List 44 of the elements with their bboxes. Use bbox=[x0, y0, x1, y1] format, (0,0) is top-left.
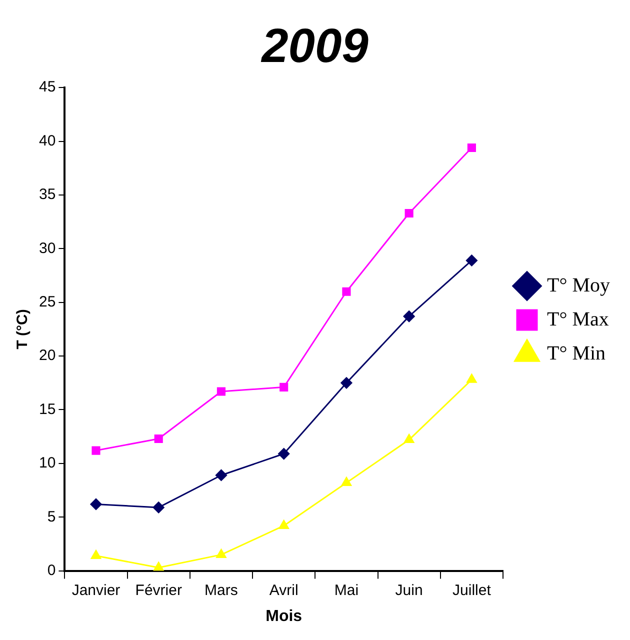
point bbox=[278, 520, 289, 529]
legend-label: T° Min bbox=[547, 342, 606, 364]
y-tick-label: 10 bbox=[38, 454, 56, 472]
x-tick-label: Juin bbox=[395, 582, 423, 599]
point bbox=[466, 254, 478, 266]
x-axis-title: Mois bbox=[266, 608, 302, 625]
point bbox=[215, 469, 227, 481]
point bbox=[404, 434, 414, 444]
point bbox=[342, 287, 351, 296]
point bbox=[154, 562, 164, 571]
y-axis-title: T (°C) bbox=[14, 309, 32, 350]
legend-label: T° Max bbox=[547, 308, 609, 330]
x-tick-label: Mars bbox=[204, 582, 238, 599]
legend-label: T° Moy bbox=[547, 274, 610, 296]
point bbox=[403, 310, 415, 322]
point bbox=[467, 143, 476, 152]
x-tick-label: Mai bbox=[334, 582, 359, 599]
point bbox=[90, 498, 102, 510]
point bbox=[152, 502, 164, 514]
y-tick-label: 30 bbox=[38, 240, 56, 257]
y-tick-label: 35 bbox=[38, 186, 56, 204]
point bbox=[216, 548, 226, 558]
point bbox=[404, 208, 414, 218]
point bbox=[466, 374, 477, 383]
point bbox=[92, 446, 100, 455]
y-tick-label: 45 bbox=[38, 78, 56, 96]
point bbox=[278, 448, 290, 460]
point bbox=[216, 387, 226, 396]
point bbox=[341, 477, 352, 486]
y-tick-label: 25 bbox=[38, 293, 56, 310]
y-tick-label: 20 bbox=[38, 347, 56, 364]
y-tick-label: 5 bbox=[47, 508, 56, 526]
y-tick-label: 0 bbox=[47, 562, 56, 579]
x-tick-label: Janvier bbox=[72, 582, 120, 599]
x-tick-label: Juillet bbox=[452, 582, 492, 599]
point bbox=[340, 377, 352, 389]
x-tick-label: Avril bbox=[269, 582, 298, 599]
y-tick-label: 40 bbox=[38, 132, 56, 150]
x-tick-label: Février bbox=[135, 582, 182, 599]
point bbox=[280, 382, 288, 392]
y-tick-label: 15 bbox=[38, 400, 56, 418]
point bbox=[154, 434, 163, 444]
point bbox=[90, 550, 102, 560]
chart-title: 2009 bbox=[260, 20, 369, 74]
